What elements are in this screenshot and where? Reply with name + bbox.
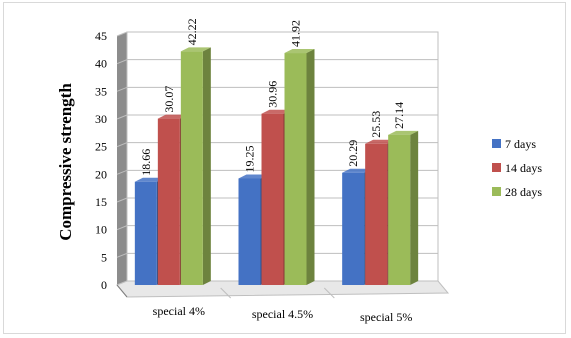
- data-label: 27.14: [392, 102, 406, 129]
- bar-top: [284, 49, 315, 54]
- y-tick-label: 45: [95, 29, 107, 43]
- legend-swatch: [492, 187, 501, 196]
- category-separator: [220, 287, 232, 299]
- bar-front: [238, 178, 261, 285]
- category-separator: [323, 287, 335, 299]
- bar-top: [134, 177, 165, 182]
- bar-front: [342, 172, 365, 285]
- y-axis-label: Compressive strength: [56, 83, 75, 241]
- data-label: 18.66: [139, 149, 153, 176]
- bar-front: [365, 143, 388, 285]
- legend-label: 28 days: [505, 185, 542, 199]
- data-label: 42.22: [185, 18, 199, 45]
- y-tick-label: 15: [95, 195, 107, 209]
- gridline: [116, 252, 438, 258]
- bar-front: [180, 51, 203, 286]
- gridline: [116, 197, 438, 203]
- bars: [134, 47, 419, 286]
- bar-front: [284, 53, 307, 286]
- data-label: 20.29: [346, 140, 360, 167]
- gridline: [116, 225, 438, 231]
- y-tick-label: 10: [95, 223, 107, 237]
- bar-28-days-1: [180, 47, 211, 286]
- bar-28-days-3: [388, 130, 419, 285]
- y-tick-label: 30: [95, 112, 107, 126]
- bar-front: [134, 181, 157, 285]
- data-label: 25.53: [369, 111, 383, 138]
- data-label: 41.92: [289, 20, 303, 47]
- legend-swatch: [492, 163, 501, 172]
- gridline: [116, 114, 438, 120]
- bar-28-days-2: [284, 49, 315, 286]
- category-label: special 5%: [360, 310, 412, 324]
- data-label: 30.96: [266, 81, 280, 108]
- bar-top: [261, 109, 292, 114]
- gridline: [116, 169, 438, 175]
- legend-swatch: [492, 139, 501, 148]
- bar-side: [410, 130, 419, 285]
- gridline: [116, 86, 438, 92]
- y-tick-labels: 0 5 10 15 20 25 30 35 40 45: [95, 29, 107, 292]
- bar-front: [261, 113, 284, 285]
- y-tick-label: 20: [95, 167, 107, 181]
- legend-label: 14 days: [505, 161, 542, 175]
- y-tick-label: 5: [101, 250, 107, 264]
- gridlines: [116, 31, 438, 286]
- category-labels: special 4% special 4.5% special 5%: [153, 304, 413, 324]
- bar-top: [342, 168, 373, 173]
- bar-top: [180, 47, 211, 52]
- gridline: [116, 142, 438, 148]
- y-tick-label: 40: [95, 57, 107, 71]
- y-tick-label: 35: [95, 84, 107, 98]
- legend-label: 7 days: [505, 137, 536, 151]
- data-labels: 18.66 30.07 42.22 19.25 30.96 41.92 20.29 25.53…: [139, 18, 406, 175]
- category-label: special 4.5%: [252, 307, 313, 321]
- category-label: special 4%: [153, 304, 205, 318]
- side-wall: [117, 32, 127, 285]
- x-axis-line: [116, 284, 128, 298]
- bar-side: [202, 47, 211, 286]
- bar-top: [365, 139, 396, 144]
- legend: 7 days 14 days 28 days: [492, 137, 542, 199]
- bar-top: [238, 174, 269, 179]
- gridline: [116, 31, 438, 37]
- y-tick-label: 0: [101, 278, 107, 292]
- bar-top: [388, 130, 419, 135]
- gridline: [116, 59, 438, 65]
- y-tick-label: 25: [95, 140, 107, 154]
- bar-side: [306, 49, 315, 286]
- bar-front: [388, 134, 411, 285]
- bar-front: [157, 118, 180, 285]
- data-label: 19.25: [243, 145, 257, 172]
- bar-top: [157, 114, 188, 119]
- data-label: 30.07: [162, 86, 176, 113]
